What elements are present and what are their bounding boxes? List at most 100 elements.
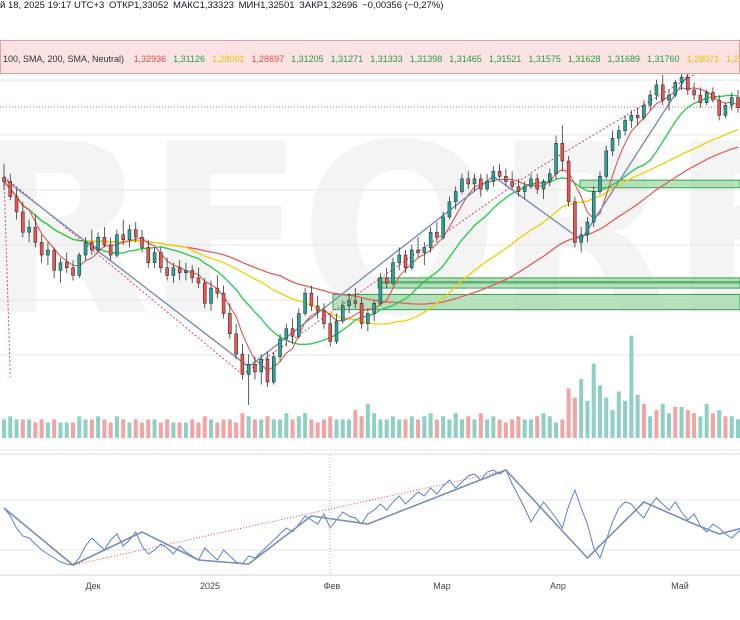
volume-bar bbox=[597, 385, 602, 438]
x-axis-tick-label: Фев bbox=[324, 581, 341, 591]
indicator-value: 1,28143 bbox=[726, 54, 739, 64]
volume-bar bbox=[27, 419, 32, 438]
volume-bar bbox=[447, 419, 452, 438]
volume-bar bbox=[384, 419, 389, 438]
candle-body bbox=[328, 323, 332, 342]
volume-bar bbox=[679, 407, 684, 438]
volume-bar bbox=[190, 419, 195, 438]
oscillator-line bbox=[3, 469, 740, 566]
volume-bar bbox=[20, 419, 25, 438]
candle-body bbox=[717, 99, 721, 116]
candle-body bbox=[479, 178, 483, 190]
candle-body bbox=[554, 143, 558, 175]
volume-bar bbox=[359, 416, 364, 438]
volume-bar bbox=[64, 422, 69, 438]
volume-bar bbox=[108, 422, 113, 438]
volume-bar bbox=[522, 419, 527, 438]
indicator-value: 1,31689 bbox=[607, 54, 641, 64]
candle-body bbox=[435, 231, 439, 238]
candle-body bbox=[203, 282, 207, 304]
oscillator-trend-dotted bbox=[72, 471, 500, 566]
candle-body bbox=[27, 226, 31, 233]
volume-bar bbox=[472, 419, 477, 438]
candle-body bbox=[353, 300, 358, 304]
candle-body bbox=[8, 181, 13, 197]
x-axis-tick-label: Дек bbox=[85, 581, 100, 591]
volume-bar bbox=[717, 410, 722, 438]
candle-body bbox=[510, 181, 514, 187]
candle-body bbox=[196, 277, 201, 284]
candle-body bbox=[234, 333, 238, 355]
volume-bar bbox=[290, 419, 295, 438]
candle-body bbox=[2, 177, 6, 182]
volume-bar bbox=[158, 422, 163, 438]
volume-bar bbox=[146, 419, 151, 438]
candle-body bbox=[522, 186, 527, 192]
candle-body bbox=[403, 254, 408, 269]
x-axis-tick-label: 2025 bbox=[200, 581, 220, 591]
volume-bar bbox=[234, 422, 239, 438]
volume-bar bbox=[453, 413, 458, 438]
volume-bar bbox=[723, 416, 728, 438]
candle-body bbox=[215, 287, 220, 294]
volume-bar bbox=[604, 397, 609, 438]
candle-body bbox=[629, 115, 634, 121]
volume-bar bbox=[33, 422, 38, 438]
indicator-value: 1,31575 bbox=[528, 54, 561, 64]
indicator-value: 1,28071 bbox=[686, 54, 720, 64]
volume-bar bbox=[685, 410, 690, 438]
candle-body bbox=[642, 104, 646, 119]
candle-body bbox=[617, 130, 621, 139]
volume-bar bbox=[83, 419, 88, 438]
indicator-legend[interactable]: 100, SMA, 200, SMA, Neutral) 1,32936 1,31… bbox=[0, 40, 740, 74]
support-zone bbox=[377, 282, 740, 289]
indicator-legend-label: 100, SMA, 200, SMA, Neutral) bbox=[3, 54, 125, 64]
indicator-value: 1,28001 bbox=[212, 54, 245, 64]
indicator-value: 1,31271 bbox=[330, 54, 364, 64]
volume-bar bbox=[623, 400, 628, 438]
volume-bar bbox=[704, 403, 709, 438]
volume-bar bbox=[428, 413, 433, 438]
candle-body bbox=[315, 305, 320, 312]
candle-body bbox=[359, 303, 364, 324]
candle-body bbox=[504, 176, 508, 182]
candle-body bbox=[322, 310, 326, 324]
x-axis-tick-label: Мар bbox=[433, 581, 451, 591]
volume-bar bbox=[152, 419, 157, 438]
candle-body bbox=[309, 292, 314, 307]
candle-body bbox=[90, 242, 94, 251]
candle-body bbox=[347, 300, 351, 307]
candle-body bbox=[83, 242, 88, 256]
candle-body bbox=[591, 191, 596, 223]
candle-body bbox=[71, 267, 75, 276]
ohlc-header: й 18, 2025 19:17 UTC+3 ОТКР1,33052 МАКС1… bbox=[0, 0, 740, 26]
volume-bar bbox=[459, 419, 464, 438]
candle-body bbox=[529, 178, 533, 187]
candle-body bbox=[416, 249, 420, 253]
volume-bar bbox=[246, 416, 251, 438]
candle-body bbox=[184, 270, 188, 274]
candle-body bbox=[422, 247, 427, 253]
volume-bar bbox=[2, 419, 6, 438]
candle-body bbox=[410, 249, 414, 269]
support-zone bbox=[332, 293, 740, 311]
volume-bar bbox=[252, 419, 257, 438]
candle-body bbox=[541, 181, 546, 190]
candle-body bbox=[472, 178, 477, 185]
volume-bar bbox=[692, 413, 697, 438]
volume-bar bbox=[340, 419, 345, 438]
volume-bar bbox=[497, 419, 502, 438]
candle-body bbox=[384, 277, 389, 284]
candle-body bbox=[64, 262, 69, 269]
candle-body bbox=[648, 94, 652, 106]
volume-bar bbox=[535, 416, 540, 438]
candle-body bbox=[372, 303, 376, 314]
volume-bar bbox=[541, 413, 546, 438]
indicator-value: 1,28697 bbox=[251, 54, 285, 64]
volume-bar bbox=[516, 416, 521, 438]
candle-body bbox=[77, 254, 82, 276]
candle-body bbox=[366, 313, 370, 324]
volume-bar bbox=[416, 419, 421, 438]
